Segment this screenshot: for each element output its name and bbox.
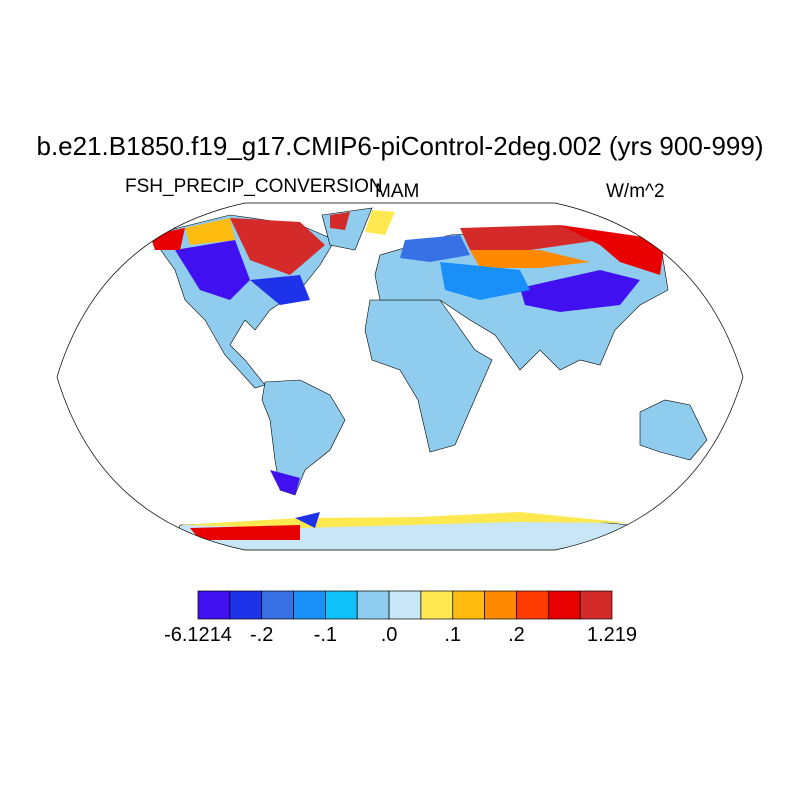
season-label: MAM <box>375 181 420 202</box>
plot-title: b.e21.B1850.f19_g17.CMIP6-piControl-2deg… <box>36 131 764 161</box>
colorbar-box <box>356 590 390 620</box>
colorbar-box <box>293 590 326 620</box>
colorbar-label: .1 <box>444 624 462 646</box>
colorbar-label: .0 <box>380 624 398 646</box>
south-america <box>261 379 346 496</box>
colorbar-box <box>484 590 517 620</box>
colorbar-label: 1.219 <box>586 624 638 646</box>
colorbar-box <box>579 590 613 620</box>
colorbar <box>197 590 613 620</box>
australia <box>639 399 708 461</box>
colorbar-box <box>516 590 549 620</box>
variable-name: FSH_PRECIP_CONVERSION <box>125 176 383 197</box>
africa <box>364 299 493 453</box>
colorbar-box <box>229 590 263 620</box>
colorbar-label: -.1 <box>313 624 338 646</box>
colorbar-label: -.2 <box>250 624 274 646</box>
colorbar-box <box>420 590 454 620</box>
colorbar-box <box>197 590 231 620</box>
colorbar-box <box>452 590 485 620</box>
colorbar-label: -6.1214 <box>164 624 232 646</box>
colorbar-box <box>325 590 358 620</box>
colorbar-label: .2 <box>508 624 525 646</box>
colorbar-box <box>547 590 581 620</box>
colorbar-box <box>388 590 422 620</box>
map-outline <box>56 202 744 551</box>
colorbar-box <box>261 590 294 620</box>
anomaly-patches <box>150 210 665 540</box>
units-label: W/m^2 <box>606 181 665 202</box>
